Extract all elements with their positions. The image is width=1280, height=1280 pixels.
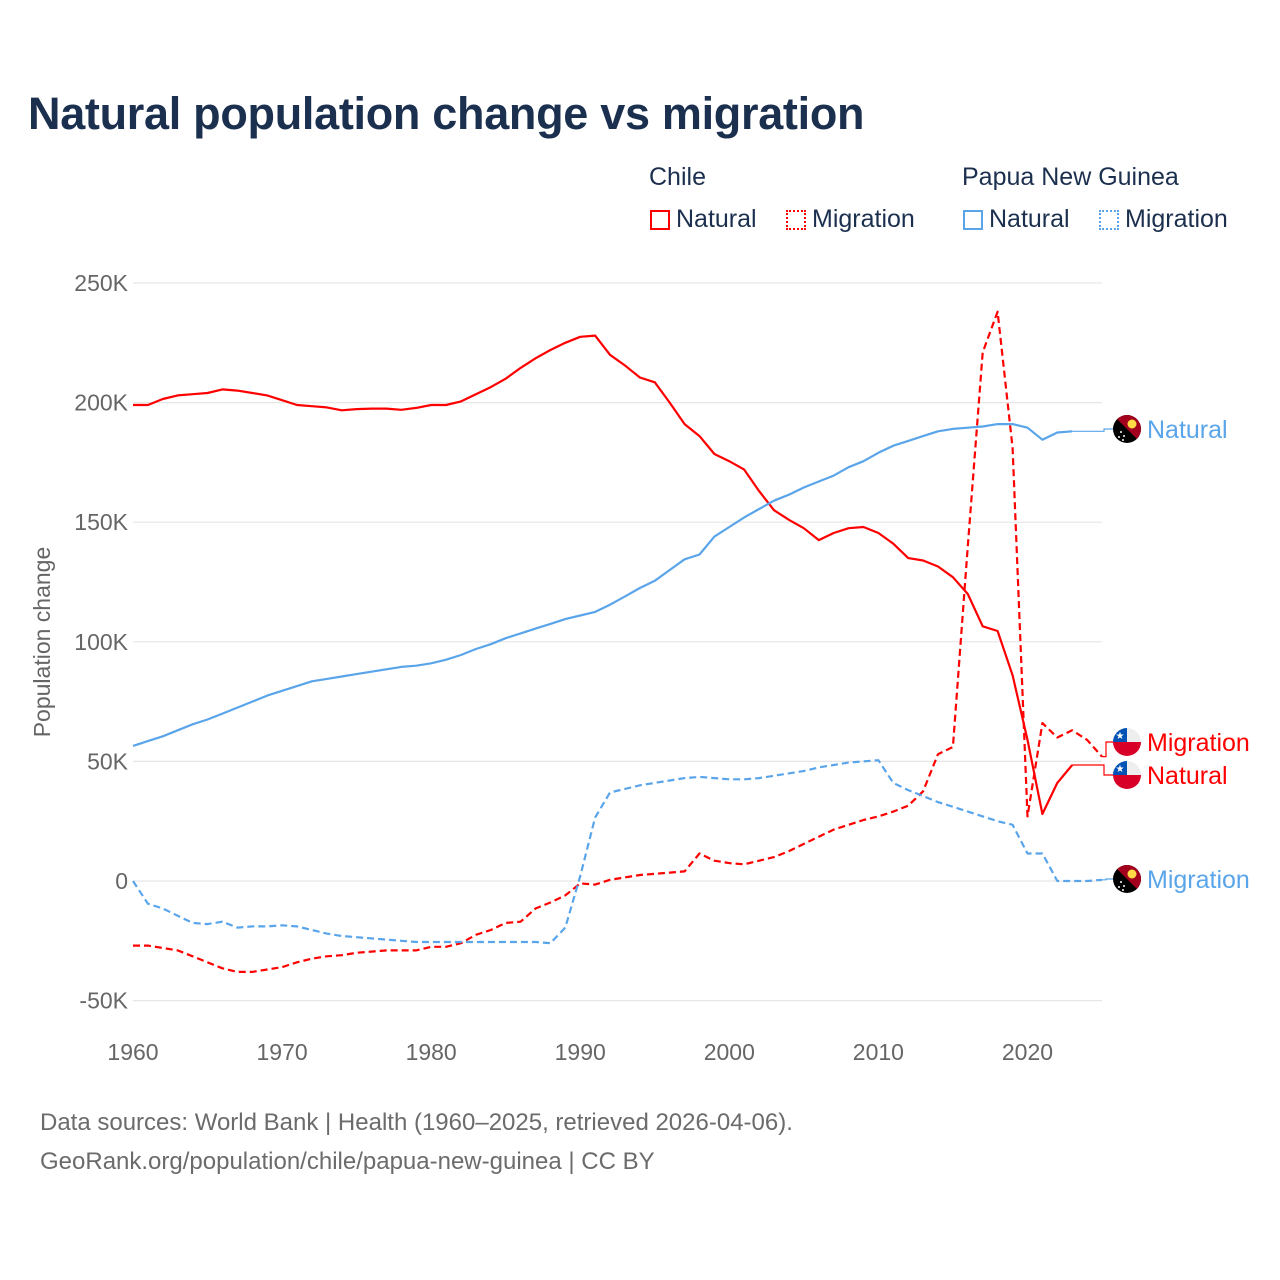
legend-label: Migration [812, 205, 915, 233]
footer-sources: Data sources: World Bank | Health (1960–… [40, 1109, 793, 1136]
legend-group-png: Papua New Guinea [962, 163, 1179, 191]
series-end-label: Migration [1147, 866, 1250, 894]
legend-swatch-dotted [786, 209, 806, 230]
chart-title: Natural population change vs migration [28, 88, 865, 139]
png-flag-icon [1113, 865, 1141, 893]
legend-item-chile-natural[interactable]: Natural [650, 205, 757, 234]
legend-swatch-solid [963, 209, 983, 230]
series-line-papua-new-guinea-natural [132, 423, 1073, 747]
y-tick-label: -50K [79, 988, 128, 1014]
x-tick-label: 2000 [704, 1039, 755, 1065]
series-end-label: Natural [1147, 416, 1228, 444]
series-end-label: Natural [1147, 762, 1228, 790]
legend-item-png-migration[interactable]: Migration [1099, 205, 1228, 234]
legend-label: Natural [676, 205, 757, 233]
y-tick-label: 150K [74, 509, 128, 535]
series-line-chile-migration [133, 310, 1103, 973]
y-tick-label: 200K [74, 390, 128, 416]
x-tick-label: 1970 [256, 1039, 307, 1065]
footer-link[interactable]: GeoRank.org/population/chile/papua-new-g… [40, 1148, 655, 1175]
series-line-papua-new-guinea-migration [132, 759, 1103, 945]
label-connector [1102, 741, 1113, 758]
y-tick-label: 0 [115, 868, 128, 894]
svg-text:★: ★ [1116, 731, 1125, 742]
legend-group-chile: Chile [649, 163, 706, 191]
y-axis-label: Population change [29, 547, 55, 738]
x-tick-label: 2010 [853, 1039, 904, 1065]
x-tick-label: 1980 [406, 1039, 457, 1065]
legend-swatch-dotted [1099, 209, 1119, 230]
svg-text:★: ★ [1116, 764, 1125, 775]
series-end-label: Migration [1147, 729, 1250, 757]
x-tick-label: 2020 [1002, 1039, 1053, 1065]
label-connector [1072, 428, 1113, 432]
x-tick-label: 1960 [107, 1039, 158, 1065]
legend-label: Natural [989, 205, 1070, 233]
label-connector [1102, 878, 1113, 881]
y-tick-label: 250K [74, 270, 128, 296]
chile-flag-icon: ★ [1113, 761, 1141, 789]
chile-flag-icon: ★ [1113, 728, 1141, 756]
png-flag-icon [1113, 415, 1141, 443]
x-tick-label: 1990 [555, 1039, 606, 1065]
series-line-chile-natural [133, 334, 1074, 816]
legend-item-chile-migration[interactable]: Migration [786, 205, 915, 234]
legend-swatch-solid [650, 209, 670, 230]
legend-item-png-natural[interactable]: Natural [963, 205, 1070, 234]
y-tick-label: 100K [74, 629, 128, 655]
legend-label: Migration [1125, 205, 1228, 233]
y-tick-label: 50K [87, 748, 129, 774]
label-connector [1072, 764, 1113, 776]
